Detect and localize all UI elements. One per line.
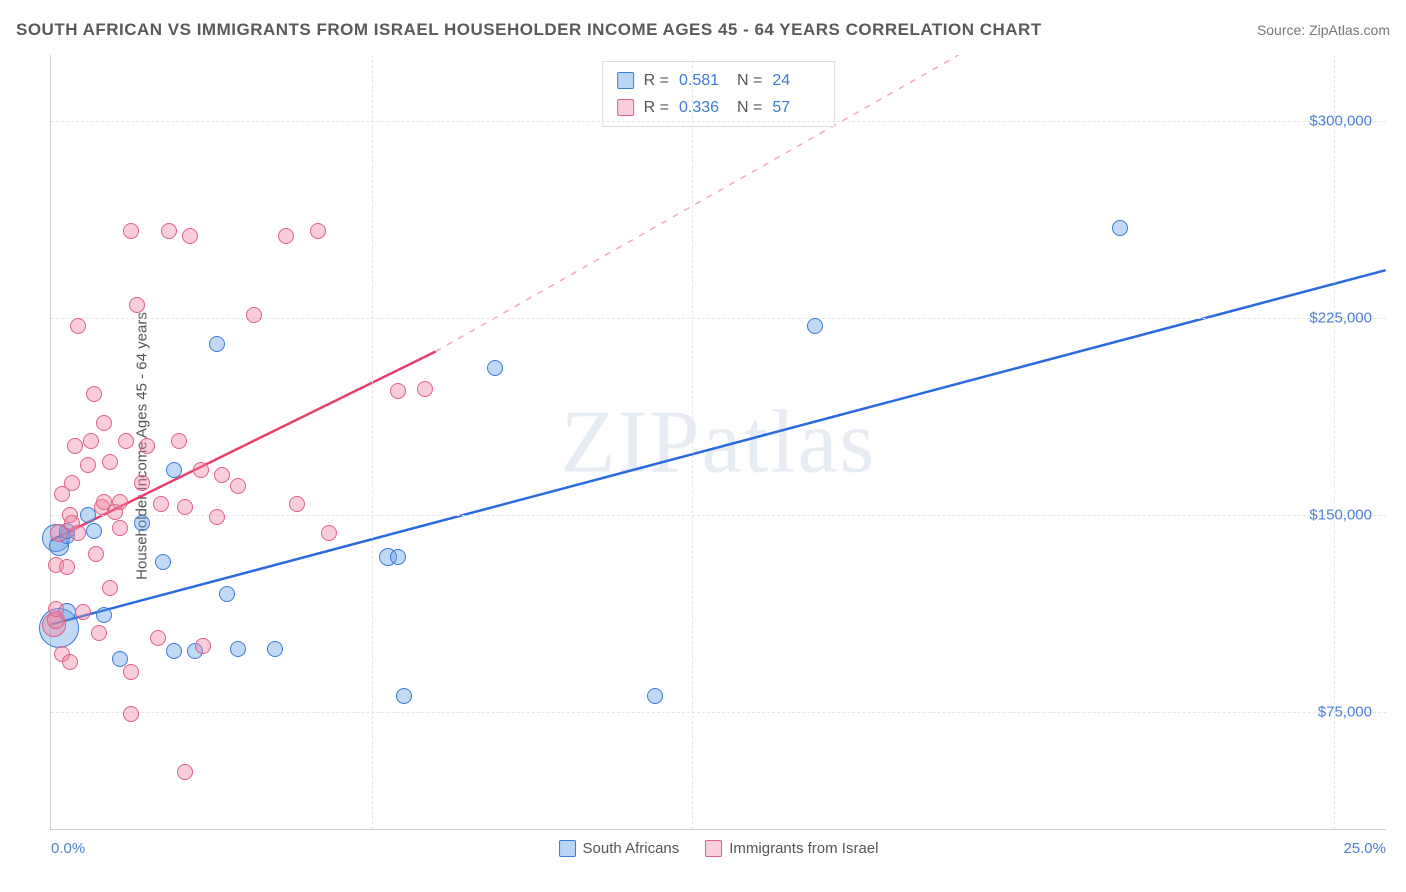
data-point <box>807 318 823 334</box>
gridline-vertical <box>692 55 693 829</box>
data-point <box>139 438 155 454</box>
data-point <box>230 478 246 494</box>
data-point <box>112 520 128 536</box>
data-point <box>209 509 225 525</box>
y-tick-label: $225,000 <box>1309 309 1372 326</box>
gridline-horizontal <box>51 712 1386 713</box>
data-point <box>219 586 235 602</box>
data-point <box>267 641 283 657</box>
data-point <box>102 454 118 470</box>
data-point <box>75 604 91 620</box>
series-legend: South Africans Immigrants from Israel <box>559 840 879 857</box>
data-point <box>64 475 80 491</box>
data-point <box>67 438 83 454</box>
data-point <box>48 601 64 617</box>
y-tick-label: $300,000 <box>1309 112 1372 129</box>
data-point <box>86 386 102 402</box>
data-point <box>96 607 112 623</box>
data-point <box>83 433 99 449</box>
data-point <box>70 318 86 334</box>
data-point <box>112 494 128 510</box>
data-point <box>86 523 102 539</box>
x-axis-start-label: 0.0% <box>51 840 85 857</box>
watermark-text: ZIPatlas <box>561 391 877 494</box>
data-point <box>155 554 171 570</box>
data-point <box>153 496 169 512</box>
data-point <box>91 625 107 641</box>
stat-value-n-pink: 57 <box>772 94 820 121</box>
stat-value-r-pink: 0.336 <box>679 94 727 121</box>
data-point <box>390 549 406 565</box>
correlation-stats-legend: R = 0.581 N = 24 R = 0.336 N = 57 <box>602 61 836 127</box>
data-point <box>134 475 150 491</box>
gridline-vertical <box>1334 55 1335 829</box>
data-point <box>1112 220 1128 236</box>
data-point <box>177 764 193 780</box>
data-point <box>230 641 246 657</box>
gridline-vertical <box>372 55 373 829</box>
data-point <box>129 297 145 313</box>
data-point <box>321 525 337 541</box>
data-point <box>487 360 503 376</box>
data-point <box>246 307 262 323</box>
data-point <box>88 546 104 562</box>
swatch-pink-icon <box>617 99 634 116</box>
stat-label-n: N = <box>737 94 762 121</box>
data-point <box>102 580 118 596</box>
x-axis-end-label: 25.0% <box>1343 840 1386 857</box>
legend-label: South Africans <box>583 840 680 857</box>
stat-value-r-blue: 0.581 <box>679 67 727 94</box>
chart-title: SOUTH AFRICAN VS IMMIGRANTS FROM ISRAEL … <box>16 20 1042 40</box>
y-tick-label: $150,000 <box>1309 506 1372 523</box>
data-point <box>62 654 78 670</box>
data-point <box>214 467 230 483</box>
y-tick-label: $75,000 <box>1318 703 1372 720</box>
stat-label-n: N = <box>737 67 762 94</box>
data-point <box>417 381 433 397</box>
data-point <box>96 415 112 431</box>
data-point <box>209 336 225 352</box>
data-point <box>150 630 166 646</box>
data-point <box>123 664 139 680</box>
data-point <box>171 433 187 449</box>
data-point <box>80 457 96 473</box>
gridline-horizontal <box>51 121 1386 122</box>
data-point <box>647 688 663 704</box>
gridline-horizontal <box>51 515 1386 516</box>
swatch-blue-icon <box>617 72 634 89</box>
stat-value-n-blue: 24 <box>772 67 820 94</box>
swatch-blue-icon <box>559 840 576 857</box>
legend-item-israel: Immigrants from Israel <box>705 840 878 857</box>
data-point <box>278 228 294 244</box>
data-point <box>195 638 211 654</box>
data-point <box>390 383 406 399</box>
trend-lines-layer <box>51 55 1386 829</box>
data-point <box>310 223 326 239</box>
data-point <box>182 228 198 244</box>
source-attribution: Source: ZipAtlas.com <box>1257 22 1390 38</box>
data-point <box>70 525 86 541</box>
data-point <box>134 515 150 531</box>
data-point <box>118 433 134 449</box>
data-point <box>161 223 177 239</box>
data-point <box>166 643 182 659</box>
chart-plot-area: ZIPatlas R = 0.581 N = 24 R = 0.336 N = … <box>50 55 1386 830</box>
legend-label: Immigrants from Israel <box>729 840 878 857</box>
stats-row-south-africans: R = 0.581 N = 24 <box>617 67 821 94</box>
data-point <box>166 462 182 478</box>
stat-label-r: R = <box>644 67 669 94</box>
data-point <box>123 706 139 722</box>
stats-row-israel: R = 0.336 N = 57 <box>617 94 821 121</box>
data-point <box>193 462 209 478</box>
stat-label-r: R = <box>644 94 669 121</box>
data-point <box>123 223 139 239</box>
legend-item-south-africans: South Africans <box>559 840 680 857</box>
data-point <box>289 496 305 512</box>
data-point <box>59 559 75 575</box>
data-point <box>177 499 193 515</box>
data-point <box>396 688 412 704</box>
swatch-pink-icon <box>705 840 722 857</box>
